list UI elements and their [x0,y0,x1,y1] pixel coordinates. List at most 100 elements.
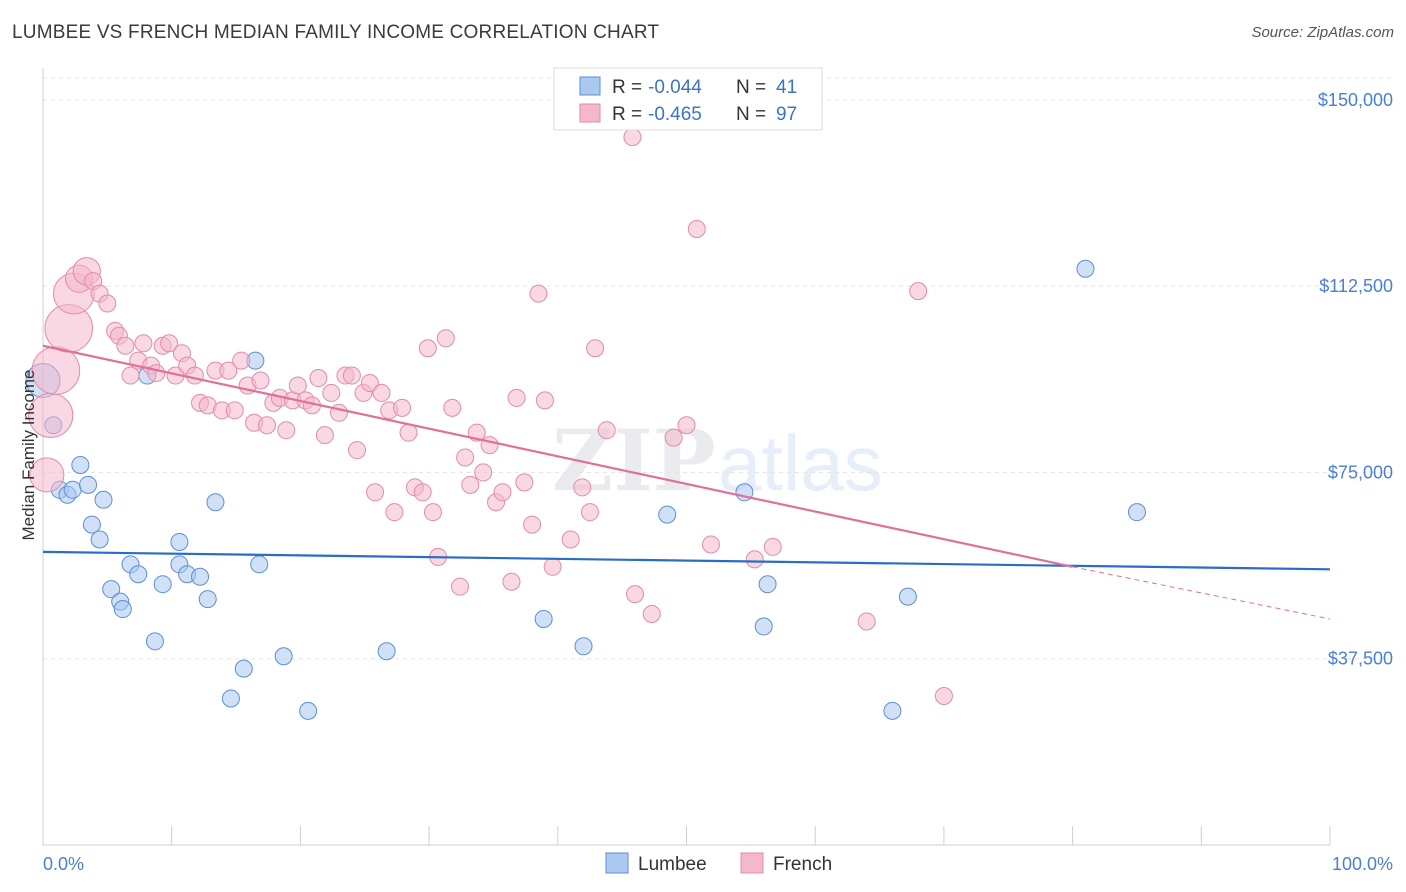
french-point-87 [642,605,661,623]
french-point-50 [360,374,379,392]
lumbee-point-6 [79,475,98,494]
french-point-62 [436,329,455,348]
french-point-91 [701,535,720,554]
french-point-37 [277,421,296,440]
french-point-71 [493,483,512,502]
french-point-48 [348,441,367,460]
french-point-55 [393,398,412,417]
legend-r-value-lumbee: -0.044 [648,77,702,98]
lumbee-point-7 [82,515,101,534]
lumbee-point-12 [113,600,132,619]
french-point-85 [623,128,642,147]
legend-n-label-lumbee: N = [736,77,766,98]
bottom-swatch-lumbee [605,852,629,874]
lumbee-series [25,259,1146,720]
axes [42,68,1331,846]
french-point-93 [763,537,782,556]
french-point-77 [535,391,554,410]
french-point-96 [934,686,953,705]
french-point-60 [423,503,442,522]
chart-source: Source: ZipAtlas.com [1251,24,1394,41]
bottom-swatch-french [740,852,764,874]
french-point-76 [529,284,548,303]
lumbee-point-21 [191,567,210,586]
french-point-42 [309,369,328,388]
lumbee-point-25 [234,659,253,678]
french-point-39 [288,376,307,395]
legend-r-label-french: R = [612,104,642,125]
legend-n-label-french: N = [736,104,766,125]
french-point-59 [418,339,437,358]
lumbee-point-24 [221,689,240,708]
french-point-86 [626,585,645,604]
y-tick-label-1: $75,000 [1328,462,1393,482]
french-point-30 [232,351,251,370]
french-point-54 [385,503,404,522]
french-series [28,110,953,705]
french-point-72 [502,572,521,591]
french-point-45 [330,403,349,422]
lumbee-point-23 [206,493,225,512]
french-point-17 [147,364,166,383]
french-point-81 [580,503,599,522]
french-point-64 [450,577,469,596]
lumbee-point-39 [1076,259,1095,278]
french-point-94 [857,612,876,631]
lumbee-point-4 [63,480,82,499]
lumbee-point-18 [170,532,189,551]
french-point-83 [597,421,616,440]
french-point-13 [121,366,140,385]
french-point-90 [687,220,706,238]
lumbee-point-9 [94,490,113,509]
lumbee-point-10 [102,580,121,599]
lumbee-point-38 [898,587,917,606]
legend-swatch-lumbee [579,76,601,96]
french-point-56 [399,423,418,442]
french-point-52 [372,383,391,402]
y-tick-label-2: $112,500 [1319,276,1393,296]
french-point-74 [515,473,534,492]
french-point-29 [225,401,244,420]
french-point-80 [573,478,592,497]
lumbee-point-30 [377,642,396,661]
french-point-82 [586,339,605,358]
lumbee-point-36 [758,575,777,594]
french-point-58 [413,483,432,502]
series-legend: Lumbee French [605,852,832,875]
french-point-34 [257,416,276,435]
y-tick-label-0: $37,500 [1328,649,1393,669]
trend-lines [42,344,1331,620]
french-point-9 [98,294,117,313]
french-point-15 [134,334,153,353]
french-point-65 [456,448,475,467]
lumbee-point-40 [1127,503,1146,522]
french-point-51 [366,483,385,502]
french-point-47 [342,366,361,385]
legend-n-value-french: 97 [776,104,797,125]
legend-n-value-lumbee: 41 [776,77,797,98]
french-point-73 [507,388,526,407]
lumbee-point-37 [883,701,902,720]
french-trend-extension [1072,566,1331,620]
french-point-95 [909,282,928,301]
french-trend-line [42,344,1073,568]
lumbee-point-16 [145,632,164,651]
lumbee-point-22 [198,590,217,609]
lumbee-point-32 [574,637,593,656]
french-point-88 [664,428,683,447]
lumbee-point-17 [153,575,172,594]
french-point-33 [251,371,270,390]
french-point-66 [461,475,480,494]
french-point-89 [677,416,696,435]
lumbee-point-35 [754,617,773,636]
lumbee-point-14 [129,565,148,584]
french-point-43 [315,426,334,445]
bottom-legend-french: French [773,854,832,875]
bottom-legend-lumbee: Lumbee [638,854,707,875]
french-point-68 [474,463,493,482]
french-point-78 [543,557,562,576]
y-tick-labels: $37,500 $75,000 $112,500 $150,000 [1318,90,1393,669]
lumbee-point-27 [250,555,269,574]
lumbee-point-8 [90,530,109,549]
